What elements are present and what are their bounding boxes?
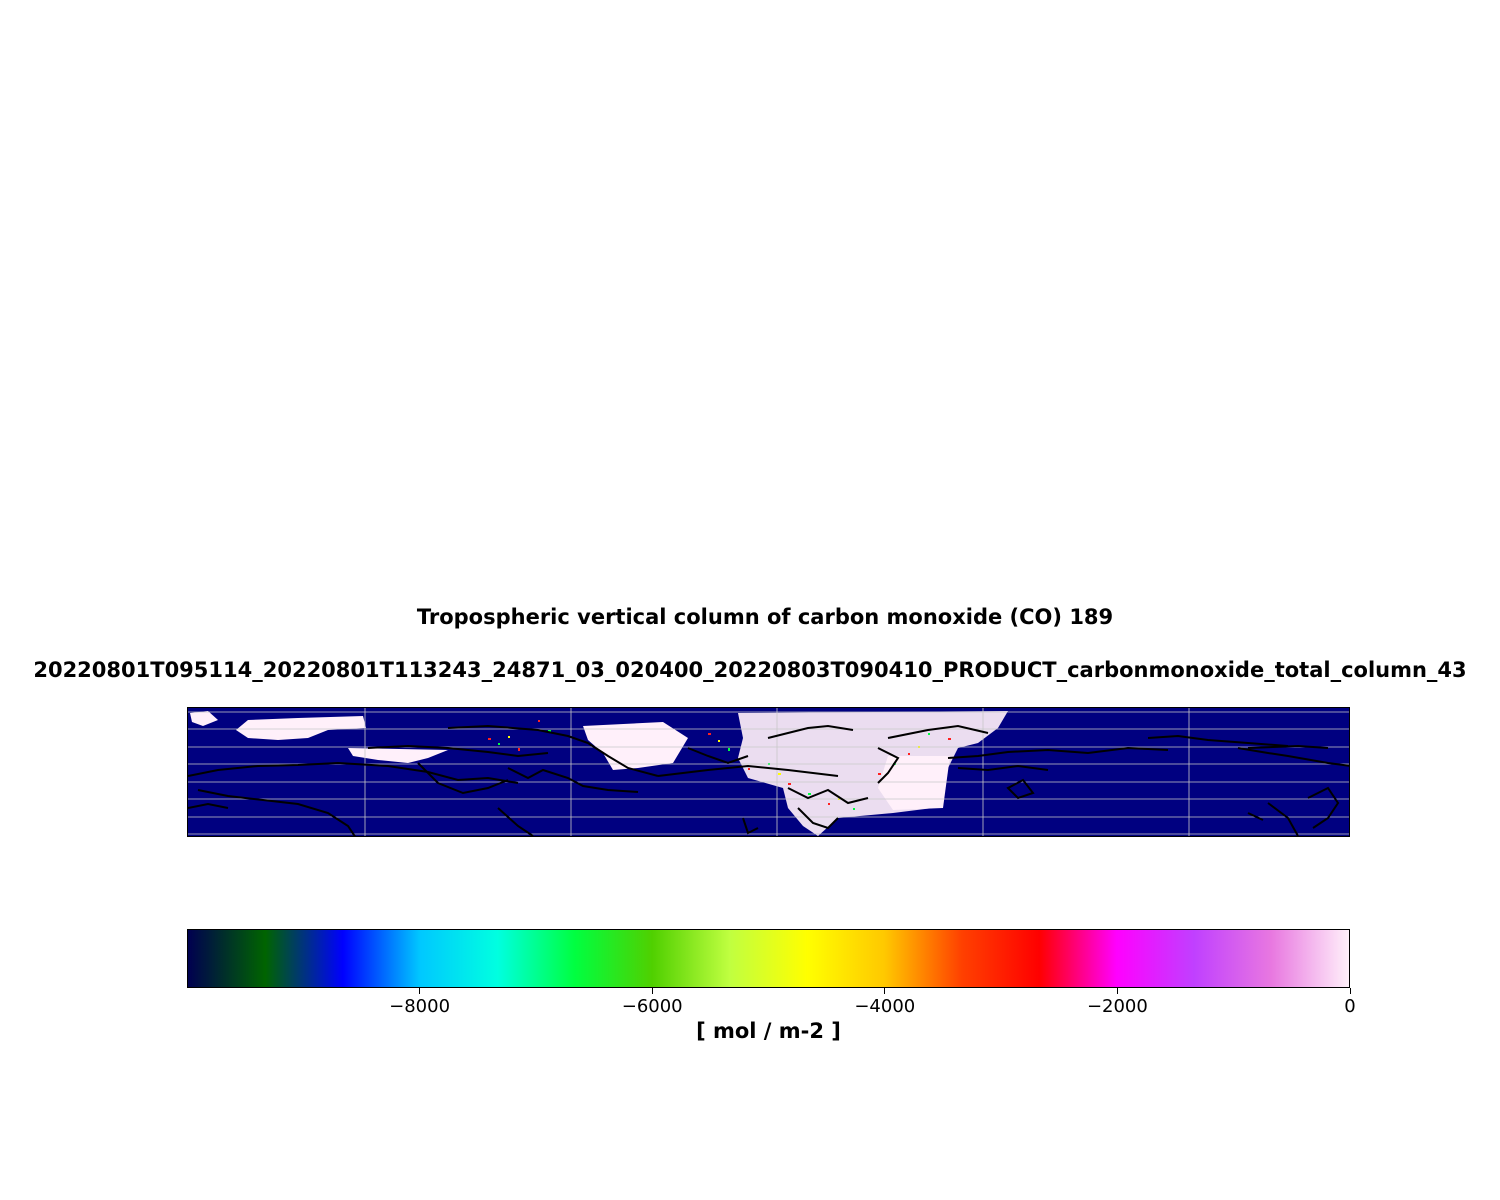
colorbar-label: [ mol / m-2 ] <box>696 1019 841 1043</box>
colorbar-tick-label: −8000 <box>389 996 451 1017</box>
colorbar-tick-label: 0 <box>1344 996 1356 1017</box>
product-filename-subtitle: 20220801T095114_20220801T113243_24871_03… <box>33 658 1467 682</box>
colorbar-tick-mark <box>884 988 886 994</box>
colorbar-tick-mark <box>1349 988 1351 994</box>
data-swath <box>190 711 1008 836</box>
colorbar-tick-label: −4000 <box>854 996 916 1017</box>
colorbar-tick-mark <box>1116 988 1118 994</box>
gridlines <box>188 708 1349 836</box>
chart-title: Tropospheric vertical column of carbon m… <box>416 605 1114 629</box>
colorbar-tick-label: −6000 <box>621 996 683 1017</box>
colorbar-tick-label: −2000 <box>1086 996 1148 1017</box>
colorbar <box>187 929 1350 988</box>
colorbar-tick-mark <box>651 988 653 994</box>
map-svg <box>188 708 1349 836</box>
colorbar-tick-mark <box>419 988 421 994</box>
data-speckle-red <box>488 720 951 805</box>
coastlines <box>188 724 1349 836</box>
map-panel <box>187 707 1350 837</box>
